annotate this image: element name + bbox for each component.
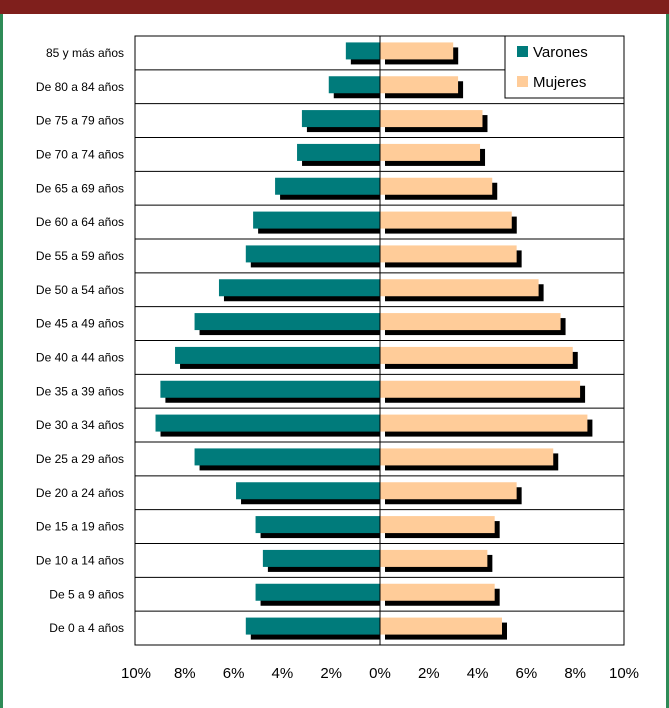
x-tick-label: 10%	[609, 665, 639, 682]
x-tick-label: 2%	[418, 665, 440, 682]
x-tick-label: 10%	[121, 665, 151, 682]
category-label: 85 y más años	[46, 46, 124, 60]
legend-label-mujeres: Mujeres	[533, 74, 586, 91]
bar-mujeres	[380, 549, 488, 567]
bar-varones	[236, 482, 380, 500]
category-label: De 40 a 44 años	[36, 350, 124, 364]
bar-mujeres	[380, 110, 483, 128]
x-tick-label: 4%	[467, 665, 489, 682]
bar-mujeres	[380, 42, 454, 60]
bar-varones	[245, 245, 380, 263]
category-label: De 5 a 9 años	[49, 587, 124, 601]
bar-varones	[194, 448, 380, 466]
left-frame-edge	[0, 14, 3, 708]
bar-mujeres	[380, 380, 581, 398]
category-label: De 45 a 49 años	[36, 317, 124, 331]
category-label: De 55 a 59 años	[36, 249, 124, 263]
bar-mujeres	[380, 177, 493, 195]
bar-varones	[255, 516, 380, 534]
right-frame-edge	[666, 14, 669, 708]
bar-varones	[175, 346, 380, 364]
bar-mujeres	[380, 211, 512, 229]
bar-mujeres	[380, 279, 539, 297]
bar-mujeres	[380, 143, 481, 161]
bar-varones	[253, 211, 380, 229]
category-label: De 65 a 69 años	[36, 181, 124, 195]
bar-varones	[345, 42, 380, 60]
bar-mujeres	[380, 76, 459, 94]
bar-mujeres	[380, 448, 554, 466]
legend-label-varones: Varones	[533, 44, 588, 61]
category-label: De 20 a 24 años	[36, 486, 124, 500]
bar-varones	[218, 279, 380, 297]
x-tick-label: 8%	[564, 665, 586, 682]
bar-varones	[194, 313, 380, 331]
bar-mujeres	[380, 313, 561, 331]
bar-mujeres	[380, 617, 502, 635]
bar-varones	[262, 549, 380, 567]
legend: Varones Mujeres	[504, 35, 625, 99]
bar-mujeres	[380, 346, 573, 364]
bar-varones	[160, 380, 380, 398]
bar-mujeres	[380, 516, 495, 534]
bar-varones	[245, 617, 380, 635]
category-label: De 10 a 14 años	[36, 553, 124, 567]
x-tick-label: 0%	[369, 665, 391, 682]
bar-mujeres	[380, 414, 588, 432]
x-tick-label: 4%	[272, 665, 294, 682]
category-label: De 35 a 39 años	[36, 384, 124, 398]
category-label: De 75 a 79 años	[36, 114, 124, 128]
legend-swatch-mujeres	[517, 76, 528, 87]
bar-varones	[297, 143, 380, 161]
category-label: De 50 a 54 años	[36, 283, 124, 297]
x-tick-label: 6%	[223, 665, 245, 682]
bar-varones	[255, 583, 380, 601]
bar-mujeres	[380, 482, 517, 500]
legend-swatch-varones	[517, 46, 528, 57]
category-label: De 25 a 29 años	[36, 452, 124, 466]
x-tick-label: 6%	[516, 665, 538, 682]
bars	[155, 42, 593, 640]
bar-varones	[328, 76, 380, 94]
category-label: De 30 a 34 años	[36, 418, 124, 432]
bar-mujeres	[380, 245, 517, 263]
bar-varones	[275, 177, 380, 195]
category-label: De 0 a 4 años	[49, 621, 124, 635]
bar-mujeres	[380, 583, 495, 601]
category-labels: 85 y más años De 80 a 84 años De 75 a 79 a…	[36, 46, 124, 635]
x-tick-label: 2%	[320, 665, 342, 682]
category-label: De 15 a 19 años	[36, 520, 124, 534]
bar-varones	[155, 414, 380, 432]
category-label: De 70 a 74 años	[36, 147, 124, 161]
bar-varones	[301, 110, 380, 128]
category-label: De 60 a 64 años	[36, 215, 124, 229]
x-tick-labels: 10% 8% 6% 4% 2% 0% 2% 4% 6% 8% 10%	[121, 665, 639, 682]
x-tick-label: 8%	[174, 665, 196, 682]
top-color-bar	[0, 0, 669, 14]
category-label: De 80 a 84 años	[36, 80, 124, 94]
